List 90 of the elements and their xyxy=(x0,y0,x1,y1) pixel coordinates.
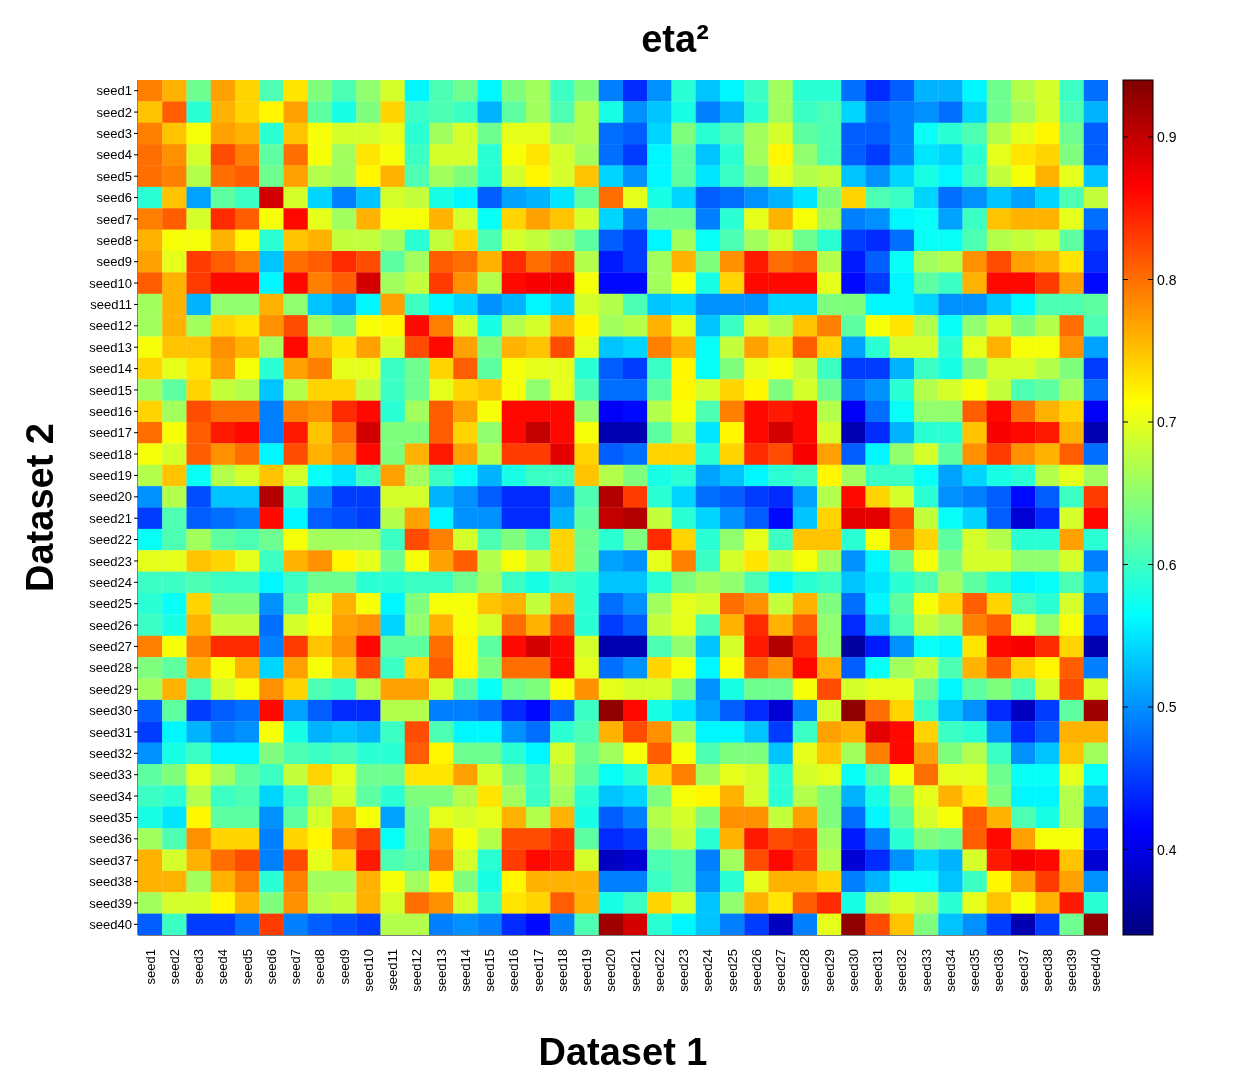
x-tick-label: seed18 xyxy=(554,949,570,992)
y-tick-label: seed27 xyxy=(89,639,132,655)
x-tick-label: seed12 xyxy=(409,949,425,992)
y-tick-label: seed5 xyxy=(96,168,132,184)
x-tick-label: seed13 xyxy=(433,949,449,992)
x-tick-label: seed26 xyxy=(748,949,764,992)
color-bar-label: 0.8 xyxy=(1157,271,1177,288)
x-tick-label: seed8 xyxy=(312,949,328,985)
x-tick-label: seed32 xyxy=(894,949,910,992)
x-tick-label: seed40 xyxy=(1088,949,1104,992)
color-bar-label: 0.6 xyxy=(1157,556,1177,573)
y-tick-label: seed2 xyxy=(96,104,132,120)
color-bar-label: 0.9 xyxy=(1157,129,1177,145)
x-tick-label: seed4 xyxy=(215,949,231,985)
y-tick-label: seed15 xyxy=(89,382,132,398)
x-tick-label: seed25 xyxy=(724,949,740,992)
y-tick-label: seed24 xyxy=(89,574,132,590)
y-tick-label: seed1 xyxy=(96,83,132,99)
x-tick-label: seed36 xyxy=(991,949,1007,992)
colorbar: 0.4 0.5 0.6 0.7 0.8 0.9 xyxy=(1118,70,1208,1070)
y-tick-label: seed37 xyxy=(89,852,132,868)
y-tick-label: seed32 xyxy=(89,745,132,761)
y-tick-label: seed36 xyxy=(89,831,132,847)
y-tick-label: seed14 xyxy=(89,361,132,377)
chart-title: eta² xyxy=(640,17,710,62)
x-tick-label: seed1 xyxy=(142,949,158,985)
color-bar-label: 0.4 xyxy=(1157,841,1177,858)
x-tick-label: seed6 xyxy=(263,949,279,985)
y-tick-label: seed6 xyxy=(96,190,132,206)
x-tick-label: seed39 xyxy=(1064,949,1080,992)
y-tick-label: seed25 xyxy=(89,596,132,612)
y-tick-label: seed7 xyxy=(96,211,132,227)
x-tick-label: seed17 xyxy=(530,949,546,992)
y-tick-label: seed19 xyxy=(89,468,132,484)
x-tick-label: seed2 xyxy=(166,949,182,985)
x-tick-label: seed27 xyxy=(773,949,789,992)
y-tick-label: seed40 xyxy=(89,916,132,932)
y-tick-label: seed11 xyxy=(90,297,132,313)
y-tick-label: seed33 xyxy=(89,767,132,783)
x-tick-label: seed35 xyxy=(967,949,983,992)
y-tick-label: seed18 xyxy=(89,446,132,462)
color-bar-label: 0.7 xyxy=(1157,414,1177,430)
x-tick-label: seed10 xyxy=(360,949,376,992)
y-tick-label: seed31 xyxy=(89,724,132,740)
color-bar-label: 0.5 xyxy=(1157,699,1177,715)
y-axis-title: Dataset 2 xyxy=(19,423,62,592)
x-tick-label: seed20 xyxy=(603,949,619,992)
y-tick-label: seed4 xyxy=(96,147,132,163)
x-tick-label: seed24 xyxy=(700,949,716,992)
x-tick-label: seed21 xyxy=(627,949,643,992)
y-tick-label: seed12 xyxy=(89,318,132,334)
y-tick-label: seed30 xyxy=(89,703,132,719)
y-tick-label: seed38 xyxy=(89,874,132,890)
y-tick-label: seed39 xyxy=(89,895,132,911)
y-tick-label: seed29 xyxy=(89,681,132,697)
x-tick-label: seed33 xyxy=(918,949,934,992)
x-tick-label: seed11 xyxy=(385,949,401,991)
x-axis-title: Dataset 1 xyxy=(538,1031,708,1073)
y-tick-label: seed22 xyxy=(89,532,132,548)
x-tick-label: seed30 xyxy=(845,949,861,992)
y-tick-label: seed9 xyxy=(96,254,132,270)
x-tick-label: seed5 xyxy=(239,949,255,985)
y-tick-label: seed28 xyxy=(89,660,132,676)
x-tick-label: seed16 xyxy=(506,949,522,992)
x-tick-label: seed28 xyxy=(797,949,813,992)
x-tick-label: seed3 xyxy=(191,949,207,985)
x-tick-label: seed34 xyxy=(942,949,958,992)
x-tick-label: seed14 xyxy=(457,949,473,992)
y-tick-label: seed17 xyxy=(89,425,132,441)
x-tick-label: seed29 xyxy=(821,949,837,992)
x-tick-label: seed23 xyxy=(676,949,692,992)
x-tick-label: seed9 xyxy=(336,949,352,985)
y-tick-label: seed21 xyxy=(89,510,132,526)
y-tick-label: seed34 xyxy=(89,788,132,804)
y-tick-label: seed26 xyxy=(89,617,132,633)
x-tick-label: seed38 xyxy=(1039,949,1055,992)
x-tick-label: seed15 xyxy=(482,949,498,992)
y-tick-label: seed20 xyxy=(89,489,132,505)
y-tick-label: seed3 xyxy=(96,126,132,142)
y-tick-label: seed16 xyxy=(89,403,132,419)
x-tick-label: seed31 xyxy=(870,949,886,992)
x-tick-label: seed37 xyxy=(1015,949,1031,992)
y-tick-label: seed35 xyxy=(89,810,132,826)
x-tick-label: seed7 xyxy=(288,949,304,985)
y-tick-label: seed8 xyxy=(96,232,132,248)
y-tick-label: seed23 xyxy=(89,553,132,569)
x-tick-label: seed19 xyxy=(579,949,595,992)
x-tick-label: seed22 xyxy=(651,949,667,992)
y-tick-label: seed10 xyxy=(89,275,132,291)
y-tick-label: seed13 xyxy=(89,339,132,355)
